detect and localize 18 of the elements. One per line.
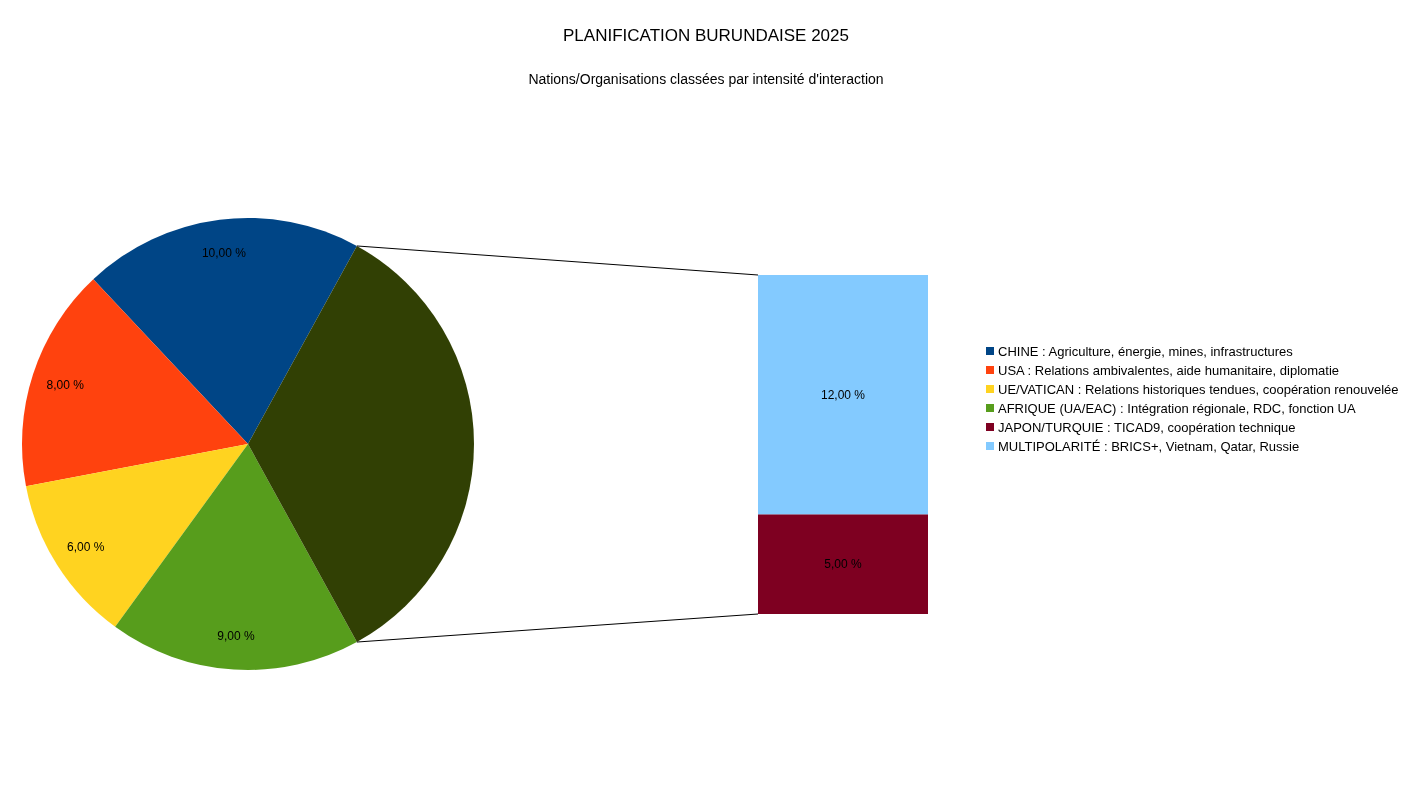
pie-slice [26, 444, 248, 627]
pie-slice [115, 444, 357, 670]
pie-slice [22, 279, 248, 487]
data-label: 12,00 % [820, 387, 866, 402]
data-label: 8,00 % [46, 377, 85, 392]
data-label: 9,00 % [217, 628, 255, 643]
pie-slice [93, 218, 357, 444]
chart-title: PLANIFICATION BURUNDAISE 2025 [563, 26, 849, 45]
legend-label: USA : Relations ambivalentes, aide humanitaire, diplomatie [998, 363, 1340, 378]
legend-label: UE/VATICAN : Relations historiques tendues, coopération renouvelée [998, 382, 1399, 397]
legend-label: MULTIPOLARITÉ : BRICS+, Vietnam, Qatar, Russie [998, 439, 1300, 454]
data-label: 10,00 % [201, 246, 247, 261]
legend-label: AFRIQUE (UA/EAC) : Intégration régionale, RDC, fonction UA [998, 401, 1356, 416]
legend-label: JAPON/TURQUIE : TICAD9, coopération technique [998, 420, 1296, 435]
chart-subtitle: Nations/Organisations classées par intensité d'interaction [528, 71, 884, 87]
data-label: 6,00 % [67, 539, 105, 554]
legend-label: CHINE : Agriculture, énergie, mines, infrastructures [998, 344, 1294, 359]
data-label: 5,00 % [824, 557, 863, 572]
